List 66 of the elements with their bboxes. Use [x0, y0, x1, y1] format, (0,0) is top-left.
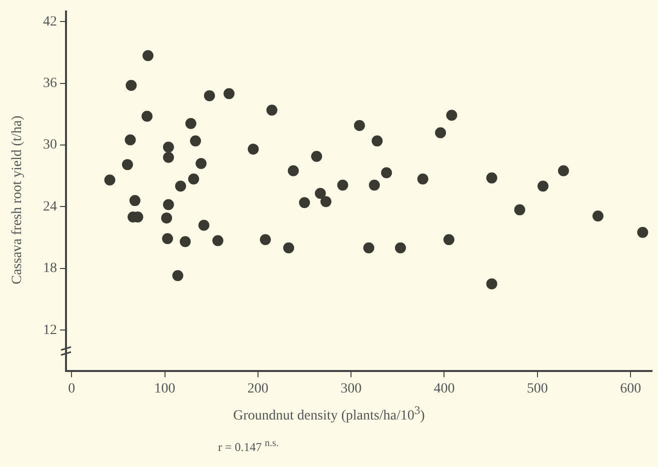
point	[394, 242, 406, 254]
y-tick-label: 30	[43, 138, 57, 153]
point	[380, 167, 392, 178]
point	[142, 50, 154, 62]
x-axis-title: Groundnut density (plants/ha/10$^{3}$)	[232, 404, 426, 425]
point	[417, 173, 428, 184]
y-axis-title: Cassava fresh root yield (t/ha)	[10, 116, 26, 284]
point	[142, 110, 153, 122]
point	[288, 165, 299, 176]
point	[190, 135, 201, 146]
y-tick-label: 36	[43, 76, 57, 92]
point	[104, 174, 116, 186]
point	[486, 278, 498, 290]
point	[162, 142, 174, 153]
point	[314, 188, 326, 199]
point	[283, 242, 294, 254]
point	[443, 234, 454, 246]
point	[637, 226, 648, 238]
point	[311, 150, 322, 162]
point	[196, 158, 207, 170]
y-tick-label: 18	[43, 261, 57, 276]
x-tick-label: 200	[247, 381, 268, 396]
point	[204, 90, 215, 102]
point	[198, 220, 210, 231]
x-tick-label: 500	[526, 381, 548, 396]
point	[372, 135, 383, 146]
point	[172, 270, 184, 282]
point	[363, 242, 374, 254]
y-tick-label: 42	[43, 14, 57, 30]
point	[161, 212, 172, 224]
point	[514, 204, 526, 216]
x-tick-label: 300	[340, 381, 362, 396]
y-tick-label: 24	[43, 199, 57, 214]
point	[162, 233, 174, 244]
point	[129, 195, 140, 206]
point	[126, 80, 137, 91]
point	[354, 120, 365, 132]
point	[224, 88, 235, 100]
point	[337, 180, 348, 191]
point	[122, 159, 133, 170]
point	[212, 235, 224, 246]
x-tick-label: 0	[68, 381, 76, 396]
x-tick-label: 600	[620, 381, 642, 396]
point	[320, 196, 332, 208]
point	[446, 110, 458, 121]
point	[435, 127, 446, 138]
point	[185, 118, 196, 129]
point	[180, 236, 191, 248]
point	[162, 152, 174, 163]
point	[538, 180, 548, 192]
point	[486, 172, 498, 184]
point	[248, 144, 259, 155]
point	[162, 199, 174, 210]
point	[266, 104, 278, 116]
point	[368, 180, 380, 191]
x-tick-label: 400	[434, 381, 455, 396]
y-tick-label: 12	[43, 322, 57, 338]
point	[124, 134, 136, 146]
point	[592, 210, 604, 222]
x-tick-label: 100	[154, 381, 176, 396]
point	[558, 165, 569, 176]
point	[299, 197, 310, 208]
point	[175, 180, 186, 192]
text: r = 0.147 $^{n.s.}$	[218, 438, 279, 455]
point	[188, 173, 200, 184]
point	[260, 234, 271, 246]
